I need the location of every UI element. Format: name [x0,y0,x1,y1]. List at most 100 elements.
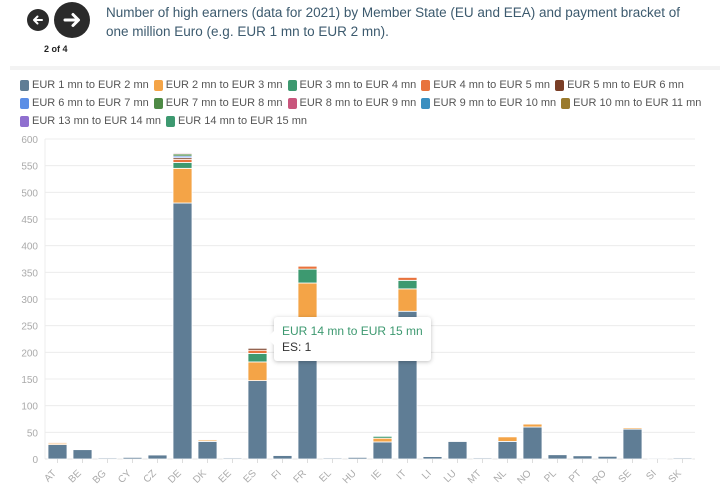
bar-segment[interactable] [497,436,518,442]
x-tick-label: DE [166,468,184,486]
bar-segment[interactable] [72,447,93,450]
y-tick-label: 350 [21,268,38,279]
legend-swatch [421,98,431,109]
bar-segment[interactable] [247,349,268,354]
bar-segment[interactable] [447,440,468,460]
page-indicator: 2 of 4 [44,44,68,54]
x-tick-label: PT [567,468,584,485]
bar-segment[interactable] [247,352,268,363]
bar-segment[interactable] [347,456,368,460]
legend-item[interactable]: EUR 2 mn to EUR 3 mn [153,78,283,93]
bar-segment[interactable] [147,453,168,455]
x-tick-label: SI [644,468,658,482]
bar-segment[interactable] [497,435,518,437]
x-tick-label: NO [515,468,534,487]
arrow-left-icon [33,15,43,25]
bar-segment[interactable] [522,422,543,425]
y-tick-label: 400 [21,242,38,253]
x-tick-label: LI [420,468,434,482]
legend-label: EUR 14 mn to EUR 15 mn [178,115,307,127]
y-tick-label: 450 [21,215,38,226]
legend-item[interactable]: EUR 7 mn to EUR 8 mn [153,96,283,111]
bar-segment[interactable] [372,441,393,460]
y-tick-label: 500 [21,188,38,199]
bar-segment[interactable] [497,440,518,460]
legend-swatch [153,98,163,109]
legend-swatch [561,98,571,109]
bar-segment[interactable] [247,344,268,347]
legend-item[interactable]: EUR 13 mn to EUR 14 mn [20,114,161,129]
bar-segment[interactable] [247,361,268,382]
bar-segment[interactable] [622,425,643,428]
bar-segment[interactable] [422,453,443,455]
bar-segment[interactable] [172,158,193,163]
legend-item[interactable]: EUR 14 mn to EUR 15 mn [166,114,307,129]
bar-segment[interactable] [372,434,393,437]
legend-label: EUR 3 mn to EUR 4 mn [299,79,417,91]
bar-segment[interactable] [647,456,668,459]
x-tick-label: EL [317,468,334,485]
legend-item[interactable]: EUR 4 mn to EUR 5 mn [421,78,550,93]
x-tick-label: BE [67,468,84,485]
bar-segment[interactable] [372,437,393,443]
legend-item[interactable]: EUR 8 mn to EUR 9 mn [287,96,417,111]
bar-segment[interactable] [547,454,568,460]
bar-segment[interactable] [172,167,193,204]
y-tick-label: 0 [32,455,38,466]
legend-swatch [421,80,431,91]
bar-segment[interactable] [222,457,243,460]
tooltip-body: ES: 1 [282,340,312,354]
y-tick-label: 300 [21,295,38,306]
bar-segment[interactable] [397,288,418,312]
next-button[interactable] [54,2,90,38]
bar-segment[interactable] [197,440,218,460]
legend-swatch [20,80,29,91]
bar-segment[interactable] [672,457,693,460]
tooltip-title: EUR 14 mn to EUR 15 mn [282,324,423,338]
legend-label: EUR 8 mn to EUR 9 mn [299,97,417,109]
chart-title: Number of high earners (data for 2021) b… [106,5,681,39]
legend-label: EUR 4 mn to EUR 5 mn [433,79,551,91]
bar-segment[interactable] [297,261,318,264]
bar-segment[interactable] [247,380,268,460]
legend-label: EUR 13 mn to EUR 14 mn [32,115,161,127]
arrow-right-icon [63,13,80,27]
bar-segment[interactable] [572,455,593,460]
bar-segment[interactable] [322,457,343,460]
y-tick-label: 250 [21,322,38,333]
bar-segment[interactable] [97,457,118,460]
previous-button[interactable] [27,9,49,31]
bar-segment[interactable] [172,162,193,169]
bar-segment[interactable] [472,457,493,460]
legend-swatch [555,80,565,91]
bar-segment[interactable] [522,426,543,460]
bar-segment[interactable] [397,279,418,290]
legend-item[interactable]: EUR 3 mn to EUR 4 mn [287,78,417,93]
legend-label: EUR 9 mn to EUR 10 mn [433,97,557,109]
bar-segment[interactable] [622,428,643,460]
bar-segment[interactable] [597,455,618,460]
legend-item[interactable]: EUR 9 mn to EUR 10 mn [421,96,556,111]
bar-segment[interactable] [172,202,193,460]
bar-segment[interactable] [447,438,468,441]
x-tick-label: HU [341,468,359,486]
tooltip: EUR 14 mn to EUR 15 mn ES: 1 [267,317,431,361]
bar-segment[interactable] [172,149,193,152]
bar-segment[interactable] [297,268,318,284]
y-tick-label: 550 [21,162,38,173]
legend-item[interactable]: EUR 5 mn to EUR 6 mn [555,78,684,93]
bar-segment[interactable] [72,448,93,460]
bar-segment[interactable] [47,444,68,460]
legend-item[interactable]: EUR 6 mn to EUR 7 mn [20,96,149,111]
bar-segment[interactable] [272,453,293,456]
legend-swatch [20,116,29,127]
legend-item[interactable]: EUR 1 mn to EUR 2 mn [20,78,149,93]
bar-segment[interactable] [122,456,143,460]
legend-item[interactable]: EUR 10 mn to EUR 11 mn [561,96,701,111]
bar-segment[interactable] [397,272,418,275]
bar-segment[interactable] [47,440,68,443]
bar-segment[interactable] [297,354,318,460]
legend: EUR 1 mn to EUR 2 mn EUR 2 mn to EUR 3 mn… [20,78,710,132]
bar-segment[interactable] [197,438,218,440]
legend-swatch [153,80,163,91]
